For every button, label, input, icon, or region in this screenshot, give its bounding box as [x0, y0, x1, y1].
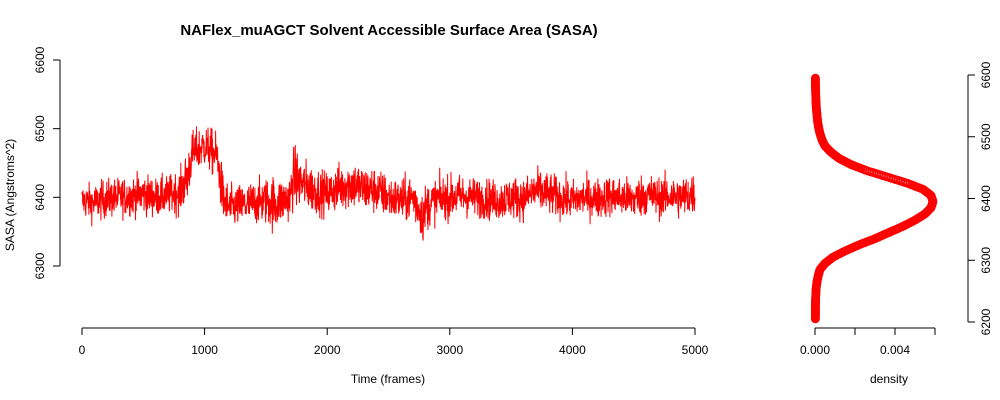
x-tick-label: 3000: [436, 343, 463, 357]
y-tick-label: 6400: [33, 184, 47, 211]
density-y-tick-label: 6500: [979, 123, 993, 150]
sasa-trace-line: [81, 126, 696, 241]
y-tick-label: 6500: [33, 115, 47, 142]
x-tick-label: 1000: [191, 343, 218, 357]
density-y-tick-label: 6400: [979, 185, 993, 212]
time-series-panel: 0 1000 2000 3000 4000 5000 6300 6400 6500 6600 T…: [3, 46, 709, 386]
x-tick-label: 2000: [314, 343, 341, 357]
x-axis-ticks: 0 1000 2000 3000 4000 5000: [79, 328, 709, 357]
chart-title: NAFlex_muAGCT Solvent Accessible Surface…: [180, 22, 597, 39]
y-axis-ticks: 6300 6400 6500 6600: [33, 46, 60, 279]
y-axis-label: SASA (Angstroms^2): [3, 139, 17, 251]
x-tick-label: 5000: [682, 343, 709, 357]
density-x-axis-label: density: [870, 372, 908, 386]
density-x-axis-ticks: 0.000 0.004: [800, 328, 936, 357]
density-y-tick-label: 6600: [979, 61, 993, 88]
density-panel: 0.000 0.004 6200 6300 6400 6500 6600 density: [800, 61, 993, 386]
x-axis-label: Time (frames): [351, 372, 425, 386]
density-x-tick-label: 0.004: [880, 343, 910, 357]
density-y-axis-ticks: 6200 6300 6400 6500 6600: [968, 61, 993, 335]
density-x-tick-label: 0.000: [800, 343, 830, 357]
y-tick-label: 6300: [33, 252, 47, 279]
x-tick-label: 0: [79, 343, 86, 357]
density-point: [811, 73, 820, 83]
density-points: [811, 73, 938, 324]
x-tick-label: 4000: [559, 343, 586, 357]
y-tick-label: 6600: [33, 46, 47, 73]
density-y-tick-label: 6300: [979, 247, 993, 274]
density-y-tick-label: 6200: [979, 308, 993, 335]
